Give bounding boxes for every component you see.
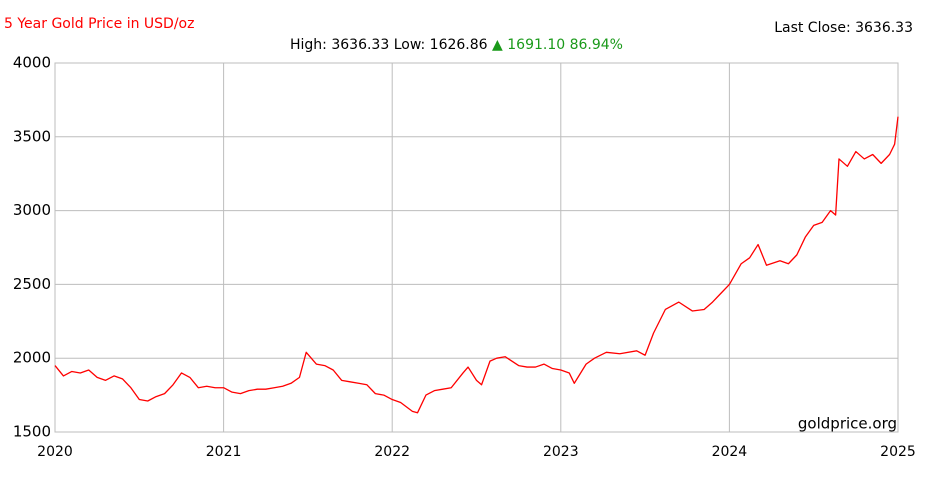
x-tick-label: 2022 xyxy=(374,444,410,460)
y-tick-label: 2500 xyxy=(13,275,51,293)
plot-frame xyxy=(54,62,899,433)
change: ▲ 1691.10 86.94% xyxy=(492,37,623,53)
x-tick-label: 2025 xyxy=(880,444,916,460)
y-tick-label: 4000 xyxy=(13,54,51,72)
x-tick-label: 2023 xyxy=(543,444,579,460)
y-tick-label: 3000 xyxy=(13,201,51,219)
low: Low: 1626.86 xyxy=(394,37,488,53)
y-tick-label: 2000 xyxy=(13,349,51,367)
chart-title: 5 Year Gold Price in USD/oz xyxy=(4,16,194,32)
y-tick-label: 1500 xyxy=(13,423,51,441)
price-line xyxy=(54,116,899,414)
y-tick-label: 3500 xyxy=(13,127,51,145)
last-close: Last Close: 3636.33 xyxy=(774,20,913,36)
high: High: 3636.33 xyxy=(290,37,389,53)
x-tick-label: 2020 xyxy=(37,444,73,460)
x-tick-label: 2021 xyxy=(206,444,242,460)
watermark: goldprice.org xyxy=(798,415,897,433)
header-stats: High: 3636.33 Low: 1626.86 ▲ 1691.10 86.… xyxy=(290,37,623,53)
x-tick-label: 2024 xyxy=(712,444,748,460)
